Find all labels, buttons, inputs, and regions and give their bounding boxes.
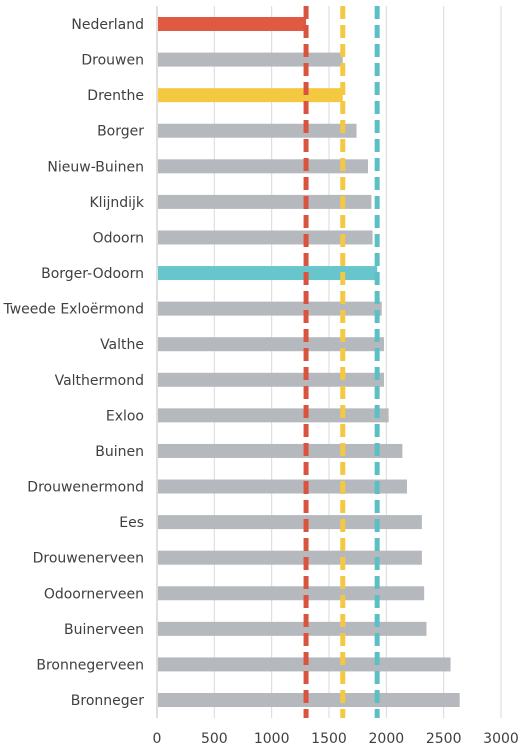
x-tick-label: 1000 [254, 731, 290, 747]
bar [158, 372, 385, 387]
category-label: Nieuw-Buinen [47, 159, 144, 175]
gridlines [213, 6, 502, 718]
bar [158, 123, 357, 138]
bars [158, 17, 460, 707]
bar [158, 230, 373, 245]
bar [158, 88, 343, 103]
x-tick-label: 500 [201, 731, 228, 747]
bar [158, 17, 307, 31]
bar [158, 408, 389, 423]
bar [158, 443, 403, 458]
category-label: Nederland [71, 17, 144, 33]
bar [158, 479, 407, 494]
bar [158, 159, 368, 174]
category-label: Klijndijk [90, 195, 145, 211]
bar [158, 194, 372, 209]
category-label: Drouwenerveen [33, 551, 144, 567]
reference-lines [303, 6, 380, 718]
bar [158, 515, 422, 530]
bar [158, 301, 382, 316]
bar [158, 337, 385, 352]
category-label: Odoorn [93, 230, 144, 246]
x-tick-label: 2000 [369, 731, 405, 747]
x-tick-label: 0 [153, 731, 162, 747]
category-label: Buinerveen [64, 622, 144, 638]
x-tick-label: 2500 [426, 731, 462, 747]
category-label: Drenthe [87, 88, 144, 104]
x-tick-label: 1500 [311, 731, 347, 747]
bar [158, 621, 427, 636]
bar [158, 52, 343, 67]
category-label: Borger [97, 124, 144, 140]
category-label: Borger-Odoorn [41, 266, 144, 282]
category-label: Drouwenermond [27, 480, 144, 496]
category-label: Odoornerveen [44, 586, 144, 602]
bar [158, 586, 425, 601]
category-label: Valthermond [55, 373, 144, 389]
category-label: Valthe [100, 337, 144, 353]
category-label: Bronnegerveen [36, 657, 144, 673]
category-label: Drouwen [81, 53, 144, 69]
category-label: Tweede Exloërmond [2, 302, 144, 318]
bar [158, 266, 378, 281]
category-label: Exloo [106, 408, 144, 424]
x-tick-label: 3000 [483, 731, 519, 747]
bar [158, 693, 460, 707]
category-label: Ees [119, 515, 144, 531]
category-labels: Nederland Drouwen Drenthe Borger Nieuw-Buine… [2, 17, 144, 709]
x-tick-labels: 0 500 1000 1500 2000 2500 3000 [153, 731, 519, 747]
category-label: Bronneger [71, 693, 144, 709]
bar [158, 550, 422, 565]
category-label: Buinen [95, 444, 144, 460]
